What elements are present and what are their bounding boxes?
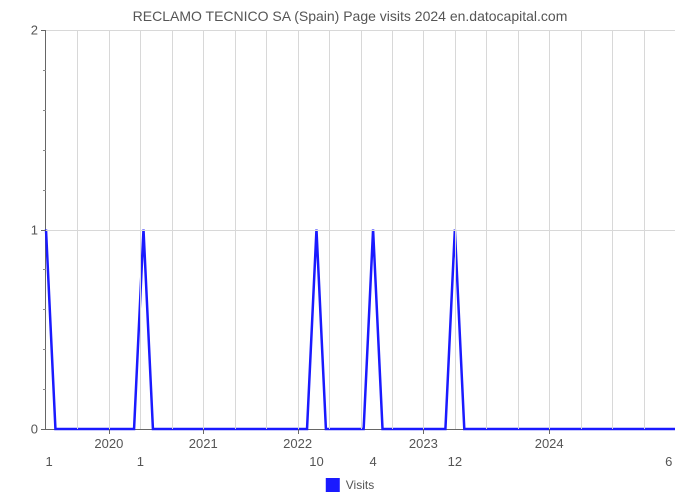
y-tick-label: 0 <box>18 422 38 437</box>
x-tick-mark <box>423 429 424 434</box>
grid-line-vertical <box>392 30 393 429</box>
x-tick-mark <box>109 429 110 434</box>
grid-line-vertical <box>266 30 267 429</box>
grid-line-vertical <box>423 30 424 429</box>
y-tick-label: 1 <box>18 222 38 237</box>
legend-label: Visits <box>346 478 374 492</box>
chart-container: RECLAMO TECNICO SA (Spain) Page visits 2… <box>0 0 700 500</box>
grid-line-vertical <box>77 30 78 429</box>
x-secondary-label: 10 <box>309 454 323 469</box>
chart-title: RECLAMO TECNICO SA (Spain) Page visits 2… <box>0 0 700 24</box>
x-secondary-label: 12 <box>448 454 462 469</box>
x-tick-mark <box>549 429 550 434</box>
grid-line-vertical <box>549 30 550 429</box>
y-tick-label: 2 <box>18 23 38 38</box>
grid-line-vertical <box>109 30 110 429</box>
grid-line-vertical <box>644 30 645 429</box>
y-minor-tick <box>43 269 46 270</box>
grid-line-vertical <box>235 30 236 429</box>
y-minor-tick <box>43 309 46 310</box>
legend: Visits <box>326 478 374 492</box>
grid-line-vertical <box>486 30 487 429</box>
y-minor-tick <box>43 150 46 151</box>
grid-line-vertical <box>455 30 456 429</box>
y-minor-tick <box>43 389 46 390</box>
x-tick-label: 2020 <box>94 436 123 451</box>
x-tick-label: 2023 <box>409 436 438 451</box>
grid-line-vertical <box>203 30 204 429</box>
y-minor-tick <box>43 70 46 71</box>
x-secondary-label: 1 <box>137 454 144 469</box>
y-minor-tick <box>43 349 46 350</box>
plot-area: 0122020202120222023202411104126 <box>45 30 675 430</box>
y-minor-tick <box>43 190 46 191</box>
grid-line-vertical <box>518 30 519 429</box>
y-tick-mark <box>41 429 46 430</box>
grid-line-vertical <box>612 30 613 429</box>
x-tick-label: 2024 <box>535 436 564 451</box>
legend-swatch <box>326 478 340 492</box>
grid-line-vertical <box>140 30 141 429</box>
grid-line-vertical <box>298 30 299 429</box>
x-secondary-label: 4 <box>369 454 376 469</box>
x-tick-label: 2021 <box>189 436 218 451</box>
grid-line-vertical <box>329 30 330 429</box>
x-tick-label: 2022 <box>283 436 312 451</box>
x-secondary-label: 1 <box>46 454 53 469</box>
x-tick-mark <box>203 429 204 434</box>
x-tick-mark <box>298 429 299 434</box>
grid-line-vertical <box>172 30 173 429</box>
grid-line-vertical <box>361 30 362 429</box>
x-secondary-label: 6 <box>665 454 672 469</box>
y-minor-tick <box>43 110 46 111</box>
grid-line-vertical <box>581 30 582 429</box>
